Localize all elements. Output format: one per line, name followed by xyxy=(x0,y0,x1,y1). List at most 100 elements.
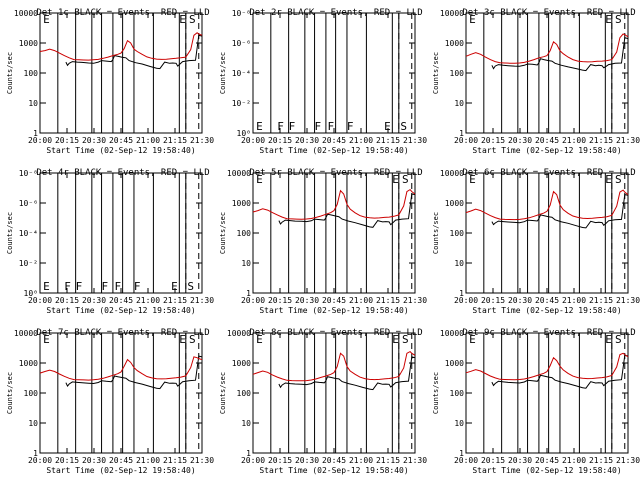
x-tick-label: 20:15 xyxy=(481,296,505,305)
x-tick-label: 20:45 xyxy=(322,456,346,465)
y-tick-label: 10000 xyxy=(440,329,464,338)
x-tick-label: 21:15 xyxy=(163,296,187,305)
y-tick-label: 1000 xyxy=(445,199,464,208)
y-tick-label: 10 xyxy=(241,259,251,268)
y-axis-label: Counts/sec xyxy=(219,372,227,414)
plot-frame xyxy=(465,332,629,454)
x-tick-label: 21:30 xyxy=(403,136,427,145)
y-tick-label: 10 xyxy=(28,419,38,428)
x-axis-label: Start Time (02-Sep-12 19:58:40) xyxy=(472,146,621,155)
y-axis-label: Counts/sec xyxy=(432,212,440,254)
y-tick-label: 10⁻² xyxy=(232,99,251,108)
x-tick-label: 20:30 xyxy=(82,136,106,145)
x-tick-label: 21:30 xyxy=(616,136,640,145)
y-tick-label: 10⁻² xyxy=(19,259,38,268)
detector-panel: Det 9c BLACK = Events, RED = LLD11010010… xyxy=(432,328,640,475)
y-tick-label: 100 xyxy=(450,69,465,78)
x-tick-label: 21:15 xyxy=(589,136,613,145)
y-tick-label: 10⁻⁶ xyxy=(19,199,38,208)
event-marker: E xyxy=(43,13,50,26)
y-axis-label: Counts/sec xyxy=(219,212,227,254)
events-series-line xyxy=(65,355,203,390)
y-tick-label: 1 xyxy=(459,289,464,298)
event-marker: E xyxy=(469,173,476,186)
event-marker: F xyxy=(289,120,296,133)
x-tick-label: 20:00 xyxy=(241,296,265,305)
x-axis-label: Start Time (02-Sep-12 19:58:40) xyxy=(259,466,408,475)
event-marker: S xyxy=(615,173,622,186)
x-tick-label: 20:00 xyxy=(454,136,478,145)
event-marker: E xyxy=(171,280,178,293)
x-tick-label: 20:15 xyxy=(268,296,292,305)
x-tick-label: 20:00 xyxy=(28,456,52,465)
y-tick-label: 1 xyxy=(33,129,38,138)
x-tick-label: 20:45 xyxy=(109,136,133,145)
y-tick-label: 100 xyxy=(24,389,39,398)
detector-panel: Det 8c BLACK = Events, RED = LLD11010010… xyxy=(219,328,427,475)
x-tick-label: 20:15 xyxy=(268,456,292,465)
x-tick-label: 20:30 xyxy=(295,456,319,465)
y-tick-label: 10⁻⁴ xyxy=(232,69,251,78)
y-tick-label: 1000 xyxy=(232,359,251,368)
x-tick-label: 20:30 xyxy=(508,456,532,465)
x-tick-label: 21:30 xyxy=(190,456,214,465)
y-tick-label: 10⁻⁸ xyxy=(19,169,38,178)
x-tick-label: 20:30 xyxy=(295,136,319,145)
x-tick-label: 21:00 xyxy=(136,456,160,465)
x-tick-label: 20:45 xyxy=(322,136,346,145)
event-marker: F xyxy=(101,280,108,293)
x-tick-label: 20:15 xyxy=(55,136,79,145)
x-tick-label: 21:30 xyxy=(616,296,640,305)
y-tick-label: 1000 xyxy=(19,39,38,48)
event-marker: F xyxy=(347,120,354,133)
plot-frame xyxy=(252,172,416,294)
y-tick-label: 10 xyxy=(28,99,38,108)
events-series-line xyxy=(491,354,629,389)
detector-panel: Det 6c BLACK = Events, RED = LLD11010010… xyxy=(432,168,640,315)
x-tick-label: 21:15 xyxy=(589,296,613,305)
event-marker: S xyxy=(400,120,407,133)
x-tick-label: 20:00 xyxy=(454,456,478,465)
y-tick-label: 1 xyxy=(459,449,464,458)
events-series-line xyxy=(491,37,629,72)
y-axis-label: Counts/sec xyxy=(6,212,14,254)
x-tick-label: 20:00 xyxy=(28,296,52,305)
y-tick-label: 10⁰ xyxy=(24,289,38,298)
y-tick-label: 10 xyxy=(241,419,251,428)
x-tick-label: 21:15 xyxy=(163,456,187,465)
y-tick-label: 10000 xyxy=(227,329,251,338)
y-tick-label: 1 xyxy=(459,129,464,138)
lld-series-line xyxy=(252,188,416,220)
x-tick-label: 21:00 xyxy=(349,136,373,145)
x-tick-label: 21:00 xyxy=(136,136,160,145)
events-series-line xyxy=(65,34,203,70)
x-tick-label: 20:30 xyxy=(508,296,532,305)
event-marker: E xyxy=(256,173,263,186)
x-tick-label: 20:00 xyxy=(241,136,265,145)
plot-frame xyxy=(465,172,629,294)
event-marker: E xyxy=(43,280,50,293)
x-tick-label: 20:15 xyxy=(268,136,292,145)
event-marker: E xyxy=(392,173,399,186)
x-tick-label: 20:30 xyxy=(82,296,106,305)
y-tick-label: 100 xyxy=(237,389,252,398)
x-axis-label: Start Time (02-Sep-12 19:58:40) xyxy=(259,306,408,315)
lld-series-line xyxy=(39,356,203,381)
event-marker: E xyxy=(469,13,476,26)
event-marker: E xyxy=(605,333,612,346)
event-marker: S xyxy=(615,13,622,26)
event-marker: E xyxy=(384,120,391,133)
x-axis-label: Start Time (02-Sep-12 19:58:40) xyxy=(472,466,621,475)
x-axis-label: Start Time (02-Sep-12 19:58:40) xyxy=(46,466,195,475)
event-marker: E xyxy=(179,13,186,26)
y-axis-label: Counts/sec xyxy=(432,52,440,94)
plot-frame xyxy=(39,12,203,134)
x-axis-label: Start Time (02-Sep-12 19:58:40) xyxy=(46,306,195,315)
events-series-line xyxy=(491,193,629,229)
y-tick-label: 1 xyxy=(33,449,38,458)
event-marker: S xyxy=(189,333,196,346)
x-axis-label: Start Time (02-Sep-12 19:58:40) xyxy=(46,146,195,155)
x-tick-label: 20:30 xyxy=(82,456,106,465)
y-tick-label: 10⁻⁸ xyxy=(232,9,251,18)
y-tick-label: 10⁻⁶ xyxy=(232,39,251,48)
